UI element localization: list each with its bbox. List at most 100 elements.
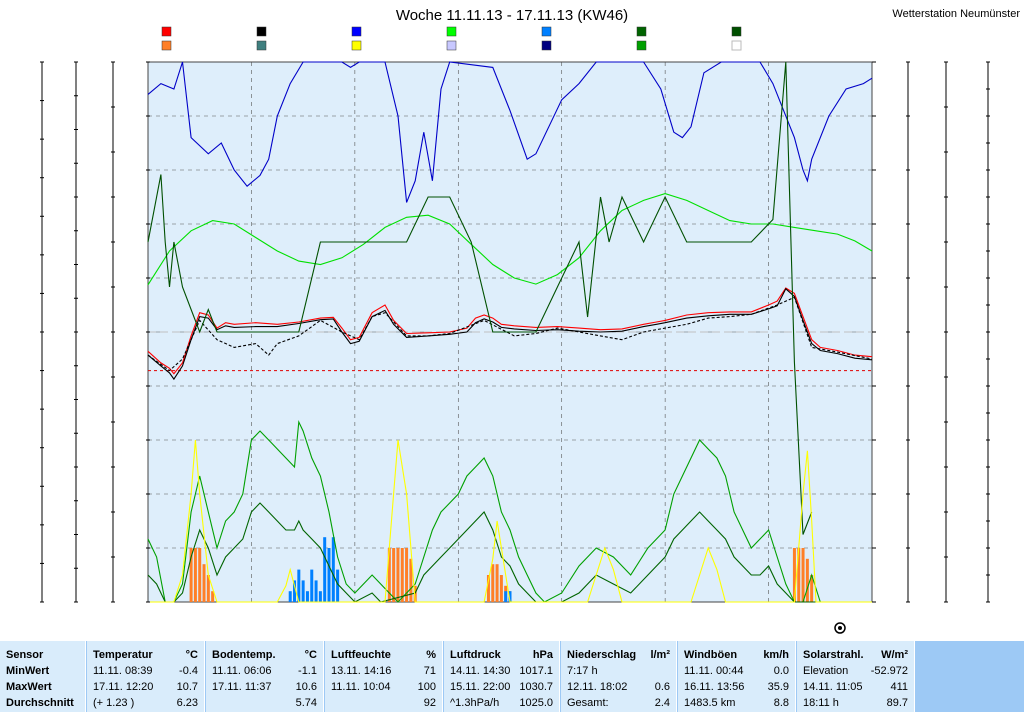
legend-item: [636, 40, 647, 51]
series-line-windgeschw-: [147, 502, 821, 603]
series-line-windb-en: [147, 419, 821, 603]
stats-column-unit: km/h: [763, 649, 789, 661]
stats-cell-right: 89.7: [886, 697, 908, 709]
stats-cell-right: 1025.0: [519, 697, 553, 709]
series-line-temperatur: [147, 287, 873, 375]
stats-cell-right: 10.7: [176, 681, 198, 693]
stats-cell-left: 11.11. 00:44: [684, 665, 744, 677]
stats-cell-row: 14.11. 11:05 411: [797, 679, 914, 695]
stats-column: Niederschlag l/m² 7:17 h 12.11. 18:02 0.6 Ges…: [561, 641, 677, 712]
legend-item: [731, 26, 742, 37]
stats-cell-left: Elevation: [803, 665, 849, 677]
stats-cell-right: 71: [423, 665, 436, 677]
legend-swatch: [161, 40, 172, 51]
stats-header-row: Windböen km/h: [678, 647, 795, 663]
rain-bar: [323, 537, 327, 602]
legend-item: [636, 26, 647, 37]
stats-cell-right: 100: [417, 681, 436, 693]
stats-cell-left: 7:17 h: [567, 665, 598, 677]
scroll-knob[interactable]: [834, 622, 846, 634]
legend-item: [541, 40, 552, 51]
legend-item: [256, 40, 267, 51]
stats-column: Solarstrahl. W/m² Elevation -52.972 14.11. 1…: [797, 641, 915, 712]
stats-cell-row: 14.11. 14:30 1017.1: [444, 663, 559, 679]
stats-column-name: Windböen: [684, 649, 738, 661]
stats-cell-right: 6.23: [176, 697, 198, 709]
stats-header-row: Luftdruck hPa: [444, 647, 559, 663]
rain-bar: [297, 569, 301, 602]
sunshine-bar: [206, 575, 210, 602]
stats-row-label: MinWert: [0, 663, 85, 679]
stats-cell-row: 11.11. 06:06 -1.1: [206, 663, 323, 679]
series-line-solarstrahl-: [148, 439, 872, 603]
legend-swatch: [731, 26, 742, 37]
series-line-bodentemp-: [147, 287, 873, 381]
sunshine-bar: [801, 548, 805, 602]
stats-cell-right: 1017.1: [519, 665, 553, 677]
series-line-taupunkt: [147, 296, 873, 372]
stats-cell-row: 11.11. 08:39 -0.4: [87, 663, 204, 679]
station-name: Wetterstation Neumünster: [892, 8, 1020, 20]
stats-column-unit: %: [426, 649, 436, 661]
legend-swatch: [446, 40, 457, 51]
sunshine-bar: [797, 548, 801, 602]
stats-column: Luftfeuchte% 13.11. 14:16 71 11.11. 10:04 10…: [325, 641, 443, 712]
stats-panel: Sensor MinWert MaxWert Durchschnitt Temperat…: [0, 641, 1024, 712]
stats-column-unit: °C: [304, 649, 317, 661]
stats-header-row: Luftfeuchte%: [325, 647, 442, 663]
bars-layer: [189, 537, 814, 602]
rain-bar: [331, 537, 335, 602]
stats-cell-right: 92: [423, 697, 436, 709]
stats-cell-left: 1483.5 km: [684, 697, 736, 709]
legend-swatch: [636, 26, 647, 37]
stats-cell-left: 17.11. 12:20: [93, 681, 154, 693]
stats-column: Luftdruck hPa 14.11. 14:30 1017.1 15.11. 22:…: [444, 641, 560, 712]
stats-cell-left: 15.11. 22:00: [450, 681, 511, 693]
sunshine-bar: [189, 548, 193, 602]
sunshine-bar: [491, 564, 495, 602]
sunshine-bar: [409, 558, 413, 602]
stats-cell-row: 7:17 h: [561, 663, 676, 679]
sunshine-bar: [193, 548, 197, 602]
stats-cell-row: 5.74: [206, 695, 323, 711]
stats-cell-row: 18:11 h 89.7: [797, 695, 914, 711]
stats-cell-row: 1483.5 km 8.8: [678, 695, 795, 711]
stats-row-label-text: MinWert: [6, 665, 50, 677]
legend-swatch: [541, 40, 552, 51]
stats-column: Bodentemp. °C 11.11. 06:06 -1.1 17.11. 11:37…: [206, 641, 324, 712]
stats-cell-right: 35.9: [767, 681, 789, 693]
series-layer: [147, 61, 873, 603]
legend-swatch: [351, 26, 362, 37]
stats-cell-right: 411: [890, 681, 908, 693]
legend-checkbox: [731, 40, 742, 51]
stats-cell-right: 0.0: [773, 665, 789, 677]
rain-bar: [504, 591, 508, 602]
sunshine-bar: [499, 575, 503, 602]
rain-bar: [310, 569, 314, 602]
stats-cell-row: Gesamt: 2.4: [561, 695, 676, 711]
stats-cell-left: 16.11. 13:56: [684, 681, 745, 693]
legend: [161, 26, 742, 51]
legend-swatch: [351, 40, 362, 51]
stats-cell-right: -52.972: [870, 665, 908, 677]
legend-item: [541, 26, 552, 37]
stats-column-unit: °C: [185, 649, 198, 661]
stats-column-name: Niederschlag: [567, 649, 637, 661]
legend-swatch: [161, 26, 172, 37]
stats-cell-left: 11.11. 06:06: [212, 665, 272, 677]
stats-row-label-text: MaxWert: [6, 681, 52, 693]
sunshine-bar: [396, 548, 400, 602]
rain-bar: [293, 580, 297, 602]
legend-item: [446, 26, 457, 37]
sunshine-bar: [400, 548, 404, 602]
stats-cell-left: ^1.3hPa/h: [450, 697, 500, 709]
stats-cell-right: 5.74: [295, 697, 317, 709]
rain-bar: [305, 591, 309, 602]
legend-item: [161, 40, 172, 51]
axes-layer: [40, 61, 990, 603]
stats-cell-right: 0.6: [654, 681, 670, 693]
stats-cell-left: 12.11. 18:02: [567, 681, 628, 693]
sunshine-bar: [486, 575, 490, 602]
stats-column-name: Bodentemp.: [212, 649, 276, 661]
stats-column-unit: W/m²: [881, 649, 908, 661]
